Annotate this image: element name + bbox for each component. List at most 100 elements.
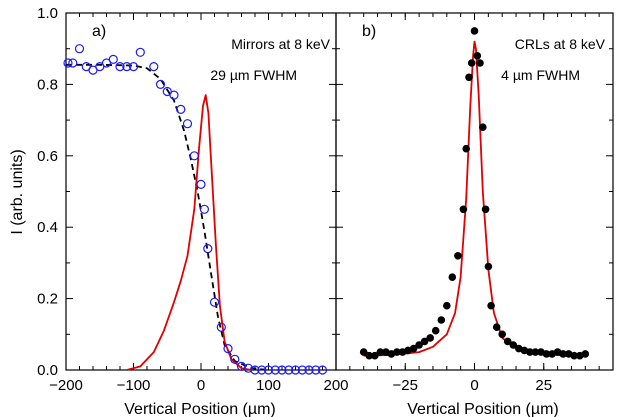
data-point — [498, 330, 507, 339]
data-point — [149, 61, 159, 72]
panel-a-annotation-line-1: Mirrors at 8 keV — [231, 36, 330, 52]
data-point — [448, 273, 457, 282]
data-point — [223, 344, 233, 354]
data-point — [216, 322, 226, 332]
y-tick-label: 0.0 — [37, 362, 58, 379]
panel-a-series — [63, 44, 328, 375]
data-point — [317, 365, 328, 375]
data-point — [203, 244, 213, 254]
data-point — [431, 326, 440, 335]
data-point — [371, 351, 379, 360]
data-point — [230, 354, 240, 364]
data-point — [581, 350, 590, 358]
data-point — [270, 365, 280, 375]
data-point — [420, 337, 429, 346]
x-tick-label: 0 — [197, 377, 205, 394]
panel-a-x-axis-label: Vertical Position (µm) — [124, 401, 275, 417]
data-point — [128, 61, 139, 72]
data-point — [189, 151, 199, 161]
panel-a: 0.0 0.2 0.4 0.6 0.8 1.0 −200 −100 0 100 200 a) Mi… — [37, 5, 348, 417]
data-point — [459, 205, 468, 214]
data-point — [68, 58, 78, 68]
panel-b-x-ticks: −25 0 25 — [335, 13, 614, 394]
panel-b-annotation-line-2: 4 µm FWHM — [501, 67, 580, 83]
data-point — [509, 341, 518, 349]
x-tick-label: 0 — [470, 377, 478, 394]
data-point — [492, 323, 501, 332]
x-tick-label: 200 — [323, 377, 348, 394]
data-point — [570, 351, 578, 360]
panel-b-series — [359, 27, 590, 360]
red-fit-curve — [363, 40, 586, 357]
data-point — [297, 365, 307, 375]
x-tick-label: −100 — [117, 377, 151, 394]
data-point — [155, 79, 166, 90]
data-point — [437, 316, 446, 324]
data-point — [479, 123, 487, 131]
panel-b-annotation-line-1: CRLs at 8 keV — [515, 36, 606, 52]
data-point — [393, 348, 401, 356]
y-axis-label: I (arb. units) — [9, 149, 26, 234]
panel-a-letter: a) — [92, 23, 106, 40]
data-point — [311, 365, 321, 375]
data-point — [243, 363, 253, 373]
data-point — [115, 61, 125, 72]
x-tick-label: −25 — [393, 377, 418, 394]
y-tick-label: 0.6 — [37, 148, 58, 165]
data-point — [263, 365, 274, 375]
data-point — [467, 59, 476, 67]
data-point — [426, 334, 435, 342]
data-point — [476, 59, 484, 67]
data-point — [284, 365, 294, 375]
data-point — [176, 104, 186, 115]
data-point — [250, 365, 260, 375]
data-point — [376, 348, 385, 356]
data-point — [359, 348, 368, 356]
panel-b-y-ticks — [336, 12, 613, 371]
data-point — [108, 54, 118, 65]
panel-b-x-axis-label: Vertical Position (µm) — [407, 401, 558, 417]
data-point — [559, 350, 567, 358]
data-point — [365, 351, 374, 360]
data-point — [63, 58, 73, 68]
panel-a-y-ticks: 0.0 0.2 0.4 0.6 0.8 1.0 — [37, 5, 336, 379]
x-tick-label: −200 — [49, 377, 83, 394]
data-point — [169, 90, 179, 100]
data-point — [526, 348, 534, 356]
data-point — [257, 365, 267, 375]
data-point — [470, 27, 479, 35]
y-tick-label: 0.2 — [37, 291, 58, 308]
data-point — [531, 348, 540, 356]
data-point — [182, 119, 193, 129]
data-point — [454, 252, 462, 260]
data-point — [542, 350, 551, 358]
data-point — [409, 344, 418, 353]
data-point — [484, 262, 493, 271]
y-tick-label: 0.4 — [37, 219, 58, 236]
panel-b-letter: b) — [362, 23, 376, 40]
dashed-edge-curve — [66, 63, 269, 371]
data-point — [122, 61, 132, 72]
data-point — [462, 144, 471, 153]
data-point — [74, 44, 85, 54]
data-point — [487, 301, 495, 310]
x-tick-label: 100 — [256, 377, 281, 394]
data-point — [473, 52, 482, 60]
panel-b: −25 0 25 b) CRLs at 8 keV 4 µm FWHM Vertic… — [335, 12, 614, 417]
data-point — [277, 365, 287, 375]
data-point — [199, 204, 209, 214]
data-point — [503, 337, 512, 346]
panel-a-annotation-line-2: 29 µm FWHM — [210, 67, 297, 83]
y-tick-label: 0.8 — [37, 76, 58, 93]
data-point — [209, 297, 220, 307]
data-point — [236, 361, 247, 371]
data-point — [465, 73, 473, 82]
data-point — [481, 205, 490, 214]
x-tick-label: 25 — [535, 377, 552, 394]
data-point — [290, 365, 301, 375]
data-point — [196, 179, 206, 189]
red-fit-curve — [126, 94, 252, 371]
y-tick-label: 1.0 — [37, 5, 58, 22]
data-point — [304, 365, 314, 375]
